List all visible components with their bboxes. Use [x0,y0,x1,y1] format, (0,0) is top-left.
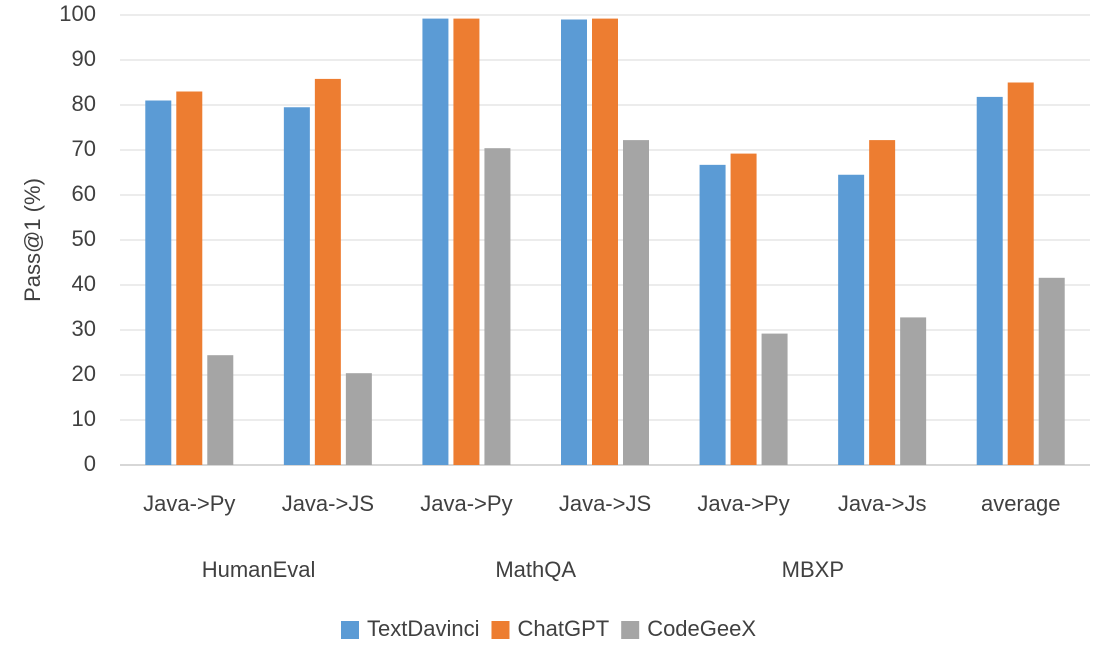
legend-swatch [341,621,359,639]
y-axis: 0 10 20 30 40 50 60 70 80 90 100 [59,1,96,476]
bar-chatgpt [869,140,896,465]
y-tick-label: 90 [72,46,96,71]
y-tick-label: 50 [72,226,96,251]
x-axis: Java->Py Java->JS Java->Py Java->JS Java->Py… [143,491,1060,516]
x-group-label: MathQA [495,557,576,582]
x-group-label: MBXP [782,557,844,582]
y-tick-label: 100 [59,1,96,26]
x-category-label: Java->Py [697,491,789,516]
bar-codegeex [207,355,234,465]
y-tick-label: 30 [72,316,96,341]
bar-chatgpt [592,18,618,465]
bar-chatgpt [314,78,341,466]
x-group-label: HumanEval [202,557,316,582]
legend-label: ChatGPT [517,616,609,641]
bar-codegeex [623,140,649,465]
bar-chatgpt [176,91,203,465]
legend-label: CodeGeeX [647,616,756,641]
bar-textdavinci [145,100,172,465]
bar-codegeex [484,148,511,465]
bar-codegeex [345,373,372,465]
bar-codegeex [1038,277,1065,465]
x-category-label: Java->JS [559,491,651,516]
x-category-label: average [981,491,1061,516]
legend-item: CodeGeeX [621,616,756,641]
group-labels: HumanEval MathQA MBXP [202,557,844,582]
y-tick-label: 10 [72,406,96,431]
y-axis-title: Pass@1 (%) [20,178,45,302]
y-tick-label: 70 [72,136,96,161]
legend-swatch [491,621,510,639]
y-tick-label: 60 [72,181,96,206]
bar-textdavinci [561,19,587,465]
legend-item: TextDavinci [341,616,479,641]
y-tick-label: 80 [72,91,96,116]
y-tick-label: 0 [84,451,96,476]
y-tick-label: 40 [72,271,96,296]
y-tick-label: 20 [72,361,96,386]
bar-textdavinci [699,164,726,465]
x-category-label: Java->Js [838,491,927,516]
bar-chatgpt [1007,82,1034,465]
legend: TextDavinci ChatGPT CodeGeeX [341,616,756,641]
bar-chatgpt [730,153,757,465]
legend-label: TextDavinci [367,616,479,641]
legend-swatch [621,621,640,639]
bar-textdavinci [422,18,449,465]
bar-codegeex [900,317,927,465]
x-category-label: Java->Py [420,491,512,516]
bars [145,18,1065,466]
bar-textdavinci [838,174,865,465]
bar-chatgpt [453,18,480,465]
bar-textdavinci [976,96,1003,466]
bar-codegeex [761,333,788,465]
x-category-label: Java->JS [282,491,374,516]
x-category-label: Java->Py [143,491,235,516]
bar-textdavinci [283,107,310,465]
legend-item: ChatGPT [491,616,609,641]
